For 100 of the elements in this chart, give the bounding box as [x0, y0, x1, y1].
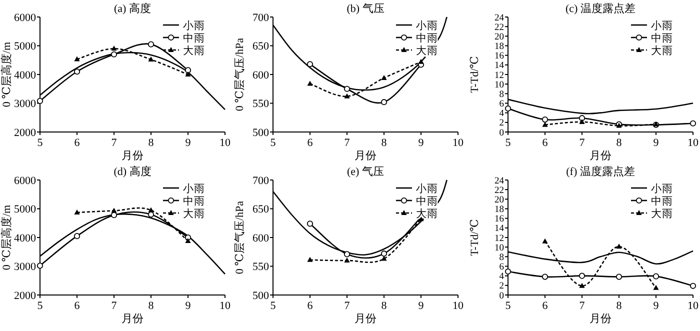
y-tick-label: 14	[494, 224, 504, 234]
y-tick-label: 650	[252, 204, 270, 216]
x-axis-title: 月份	[122, 313, 144, 325]
legend-label: 小雨	[416, 19, 438, 32]
y-tick-label: 20	[494, 32, 504, 42]
legend-label: 中雨	[416, 32, 438, 44]
y-tick-label: 700	[252, 12, 270, 24]
x-axis-title: 月份	[354, 313, 376, 325]
y-tick-label: 24	[494, 13, 504, 24]
x-tick-label: 9	[653, 137, 660, 149]
chart-title: (c) 温度露点差	[566, 2, 636, 15]
x-tick-label: 6	[307, 300, 314, 312]
x-tick-label: 6	[542, 300, 548, 312]
chart-title: (d) 高度	[114, 165, 152, 178]
x-tick-label: 10	[452, 137, 464, 149]
chart-title: (e) 气压	[347, 166, 384, 178]
x-tick-label: 5	[37, 137, 44, 149]
x-tick-label: 8	[381, 300, 388, 312]
y-axis-title: T-Td/℃	[469, 219, 481, 256]
x-tick-label: 7	[579, 137, 586, 149]
x-axis-title: 月份	[122, 150, 144, 162]
y-tick-label: 5000	[14, 40, 36, 53]
x-tick-label: 5	[270, 300, 276, 312]
legend-label: 中雨	[651, 32, 673, 44]
y-tick-label: 550	[252, 261, 270, 274]
y-tick-label: 6	[499, 262, 504, 273]
x-tick-label: 10	[220, 300, 231, 312]
x-tick-label: 10	[220, 137, 231, 149]
y-tick-label: 12	[494, 70, 504, 81]
chart-title: (f) 温度露点差	[566, 165, 635, 178]
y-tick-label: 16	[494, 52, 504, 62]
legend-label: 小雨	[651, 182, 673, 195]
y-tick-label: 2000	[14, 126, 36, 139]
x-tick-label: 10	[452, 300, 464, 312]
y-tick-label: 0	[499, 128, 504, 138]
y-tick-label: 500	[252, 126, 270, 139]
y-tick-label: 18	[494, 42, 504, 52]
y-tick-label: 12	[494, 234, 504, 244]
y-tick-label: 600	[252, 232, 270, 244]
x-tick-label: 9	[185, 300, 192, 312]
y-tick-label: 3000	[14, 261, 36, 274]
x-tick-label: 6	[542, 137, 548, 149]
y-tick-label: 22	[494, 22, 504, 33]
legend-label: 中雨	[651, 194, 673, 208]
legend-label: 大雨	[183, 44, 205, 57]
y-tick-label: 0	[499, 291, 504, 302]
y-tick-label: 16	[494, 214, 504, 225]
y-tick-label: 700	[252, 174, 270, 187]
legend-label: 中雨	[183, 194, 205, 208]
legend-label: 小雨	[183, 19, 205, 32]
y-tick-label: 650	[252, 40, 270, 53]
x-tick-label: 6	[74, 300, 80, 312]
x-tick-label: 6	[307, 137, 314, 149]
x-tick-label: 5	[505, 137, 512, 149]
y-axis-title: 0 ℃层高度/m	[0, 41, 13, 108]
x-tick-label: 9	[653, 300, 660, 312]
x-tick-label: 10	[688, 300, 699, 312]
y-tick-label: 10	[494, 243, 504, 254]
legend-label: 小雨	[651, 19, 673, 32]
legend-label: 中雨	[416, 194, 438, 208]
y-tick-label: 4	[499, 272, 504, 282]
legend-label: 小雨	[416, 182, 438, 195]
y-tick-label: 2	[499, 118, 504, 129]
y-axis-title: 0 ℃层气压/hPa	[234, 200, 246, 274]
y-axis-title: T-Td/℃	[469, 56, 481, 93]
y-tick-label: 6	[499, 100, 504, 110]
x-tick-label: 7	[344, 137, 350, 149]
x-tick-label: 7	[579, 300, 586, 312]
x-tick-label: 5	[505, 300, 512, 312]
y-tick-label: 6000	[14, 12, 36, 24]
y-tick-label: 8	[499, 252, 504, 263]
x-tick-label: 9	[418, 137, 424, 149]
y-tick-label: 3000	[14, 98, 36, 110]
x-tick-label: 7	[111, 300, 118, 312]
x-tick-label: 5	[270, 137, 276, 149]
y-tick-label: 20	[494, 195, 504, 206]
y-axis-title: 0 ℃层高度/m	[0, 204, 13, 270]
chart-title: (a) 高度	[114, 2, 151, 15]
legend-label: 大雨	[651, 207, 673, 220]
x-tick-label: 9	[418, 300, 424, 312]
y-tick-label: 6000	[14, 174, 36, 187]
y-tick-label: 18	[494, 205, 504, 216]
y-tick-label: 8	[499, 90, 504, 100]
x-tick-label: 8	[148, 137, 154, 149]
x-tick-label: 5	[37, 300, 44, 312]
legend-label: 小雨	[183, 182, 205, 195]
x-tick-label: 7	[111, 137, 118, 149]
y-tick-label: 2000	[14, 290, 36, 302]
legend-label: 大雨	[651, 44, 673, 57]
legend-label: 中雨	[183, 32, 205, 44]
y-tick-label: 22	[494, 186, 504, 196]
x-tick-label: 8	[616, 300, 622, 312]
x-tick-label: 7	[344, 300, 350, 312]
legend-label: 大雨	[183, 207, 205, 220]
x-tick-label: 9	[185, 137, 192, 149]
x-axis-title: 月份	[590, 150, 612, 162]
y-tick-label: 24	[494, 176, 504, 186]
y-tick-label: 600	[252, 69, 270, 82]
x-axis-title: 月份	[354, 150, 376, 162]
x-tick-label: 8	[616, 137, 622, 149]
